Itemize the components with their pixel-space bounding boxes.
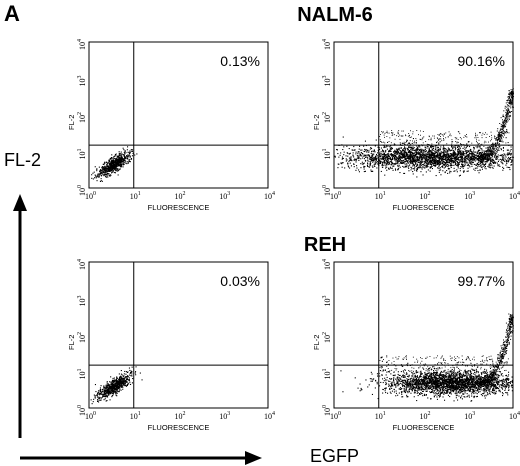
y-tick-label: 102	[77, 332, 87, 343]
scatter-plot-1: 0.13% 100 101 102 103 104 100 101 102 103 104 FLUOR…	[67, 39, 275, 212]
y-tick-label: 101	[77, 149, 87, 160]
y-tick-label: 103	[77, 76, 87, 87]
y-tick-label: 102	[322, 332, 332, 343]
x-tick-label: 102	[420, 191, 431, 201]
event-cloud	[334, 88, 514, 178]
plot-frame	[333, 41, 514, 189]
y-axis-label: FL-2	[67, 115, 76, 130]
y-tick-label: 103	[322, 296, 332, 307]
x-tick-label: 103	[219, 191, 230, 201]
global-y-axis-arrow	[13, 194, 27, 438]
x-tick-label: 104	[264, 411, 275, 421]
y-tick-label: 100	[322, 185, 332, 196]
x-axis-label: FLUORESCENCE	[393, 423, 455, 432]
x-tick-label: 101	[375, 411, 386, 421]
x-tick-label: 102	[175, 411, 186, 421]
event-cloud	[340, 313, 514, 402]
y-tick-label: 104	[322, 39, 332, 50]
x-axis-label: FLUORESCENCE	[148, 203, 210, 212]
global-y-axis-label: FL-2	[4, 150, 41, 170]
x-tick-label: 100	[85, 411, 96, 421]
y-tick-label: 103	[322, 76, 332, 87]
x-tick-label: 102	[175, 191, 186, 201]
x-axis-label: FLUORESCENCE	[393, 203, 455, 212]
x-tick-label: 104	[509, 411, 520, 421]
y-axis-label: FL-2	[312, 115, 321, 130]
y-axis-label: FL-2	[67, 335, 76, 350]
x-tick-label: 101	[130, 191, 141, 201]
event-cloud	[90, 366, 143, 405]
global-x-axis-arrow	[20, 451, 262, 465]
plot-frame	[88, 41, 269, 189]
y-tick-label: 102	[322, 112, 332, 123]
plots-layer: 0.13% 100 101 102 103 104 100 101 102 103 104 FLUOR…	[67, 39, 520, 432]
y-axis-label: FL-2	[312, 335, 321, 350]
x-tick-label: 103	[464, 191, 475, 201]
quadrant-percentage: 0.03%	[220, 273, 260, 289]
plot-frame	[333, 261, 514, 409]
group-title-nalm6: NALM-6	[297, 4, 373, 26]
panel-label: A	[4, 1, 20, 26]
x-tick-label: 100	[85, 191, 96, 201]
x-tick-label: 104	[264, 191, 275, 201]
x-tick-label: 102	[420, 411, 431, 421]
x-tick-label: 101	[130, 411, 141, 421]
y-tick-label: 101	[322, 149, 332, 160]
x-tick-label: 103	[464, 411, 475, 421]
group-title-reh: REH	[304, 234, 346, 256]
y-tick-label: 100	[77, 405, 87, 416]
quadrant-percentage: 90.16%	[458, 53, 505, 69]
x-tick-label: 103	[219, 411, 230, 421]
y-tick-label: 100	[77, 185, 87, 196]
plot-frame	[88, 261, 269, 409]
x-tick-label: 104	[509, 191, 520, 201]
global-x-axis-label: EGFP	[310, 446, 359, 466]
scatter-plot-2: 90.16% 100 101 102 103 104 100 101 102 103 104 FLUO…	[312, 39, 520, 212]
quadrant-percentage: 99.77%	[458, 273, 505, 289]
quadrant-percentage: 0.13%	[220, 53, 260, 69]
x-axis-label: FLUORESCENCE	[148, 423, 210, 432]
y-tick-label: 102	[77, 112, 87, 123]
event-cloud	[91, 146, 138, 182]
y-tick-label: 104	[322, 259, 332, 270]
scatter-plot-3: 0.03% 100 101 102 103 104 100 101 102 103 104 FLUOR…	[67, 259, 275, 432]
y-tick-label: 101	[322, 369, 332, 380]
y-tick-label: 100	[322, 405, 332, 416]
y-tick-label: 104	[77, 39, 87, 50]
scatter-plot-4: 99.77% 100 101 102 103 104 100 101 102 103 104 FLUO…	[312, 259, 520, 432]
x-tick-label: 100	[330, 411, 341, 421]
x-tick-label: 101	[375, 191, 386, 201]
y-tick-label: 101	[77, 369, 87, 380]
x-tick-label: 100	[330, 191, 341, 201]
y-tick-label: 103	[77, 296, 87, 307]
y-tick-label: 104	[77, 259, 87, 270]
